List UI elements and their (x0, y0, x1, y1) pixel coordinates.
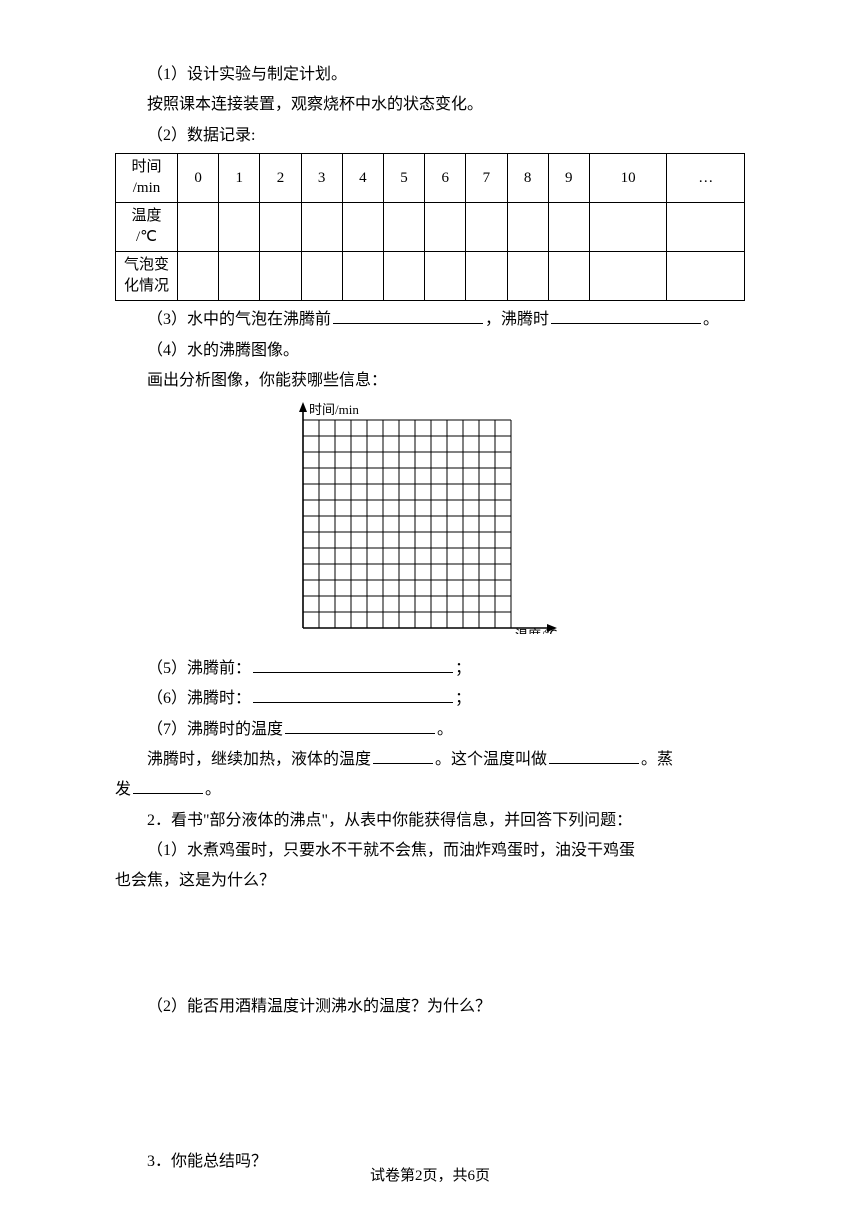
svg-text:时间/min: 时间/min (309, 402, 359, 417)
cell: 9 (548, 154, 589, 203)
page-footer: 试卷第2页，共6页 (0, 1162, 860, 1191)
q2book-p1b: 也会焦，这是为什么？ (115, 866, 745, 896)
cell: 6 (425, 154, 466, 203)
q2book-p1a: （1）水煮鸡蛋时，只要水不干就不会焦，而油炸鸡蛋时，油没干鸡蛋 (115, 836, 745, 866)
blank[interactable] (551, 308, 701, 324)
cell: 4 (342, 154, 383, 203)
cell: 10 (589, 154, 667, 203)
spacer (115, 897, 745, 992)
cell: 0 (178, 154, 219, 203)
hdr-time: 时间 /min (116, 154, 178, 203)
q7b-line1: 沸腾时，继续加热，液体的温度。这个温度叫做。蒸 (115, 745, 745, 775)
blank[interactable] (333, 308, 483, 324)
q3-line: （3）水中的气泡在沸腾前，沸腾时。 (115, 305, 745, 335)
hdr-temp: 温度 /℃ (116, 203, 178, 252)
q1-line2: 按照课本连接装置，观察烧杯中水的状态变化。 (115, 90, 745, 120)
data-table: 时间 /min 0 1 2 3 4 5 6 7 8 9 10 … 温度 /℃ 气… (115, 153, 745, 301)
cell: 5 (383, 154, 424, 203)
spacer (115, 1022, 745, 1147)
table-row-time: 时间 /min 0 1 2 3 4 5 6 7 8 9 10 … (116, 154, 745, 203)
hdr-bubble: 气泡变 化情况 (116, 252, 178, 301)
q5-line: （5）沸腾前：； (115, 654, 745, 684)
q7b-line2: 发。 (115, 775, 745, 805)
q1-line1: （1）设计实验与制定计划。 (115, 60, 745, 90)
q7-line: （7）沸腾时的温度。 (115, 715, 745, 745)
cell: 3 (301, 154, 342, 203)
grid-chart: 时间/min 温度/℃ (115, 402, 745, 645)
q2book-intro: 2．看书"部分液体的沸点"，从表中你能获得信息，并回答下列问题： (115, 806, 745, 836)
cell: 8 (507, 154, 548, 203)
cell: 7 (466, 154, 507, 203)
blank[interactable] (373, 748, 433, 764)
q4-line1: （4）水的沸腾图像。 (115, 336, 745, 366)
blank[interactable] (285, 718, 435, 734)
blank[interactable] (253, 657, 453, 673)
cell: 1 (219, 154, 260, 203)
table-row-temp: 温度 /℃ (116, 203, 745, 252)
blank[interactable] (549, 748, 639, 764)
q6-line: （6）沸腾时：； (115, 684, 745, 714)
grid-svg: 时间/min 温度/℃ (289, 402, 571, 634)
table-row-bubble: 气泡变 化情况 (116, 252, 745, 301)
q2book-p2: （2）能否用酒精温度计测沸水的温度？为什么？ (115, 992, 745, 1022)
blank[interactable] (253, 687, 453, 703)
q4-line2: 画出分析图像，你能获哪些信息： (115, 366, 745, 396)
svg-text:温度/℃: 温度/℃ (515, 628, 558, 634)
blank[interactable] (133, 778, 203, 794)
cell: 2 (260, 154, 301, 203)
q1-line3: （2）数据记录: (115, 121, 745, 151)
cell: … (667, 154, 745, 203)
